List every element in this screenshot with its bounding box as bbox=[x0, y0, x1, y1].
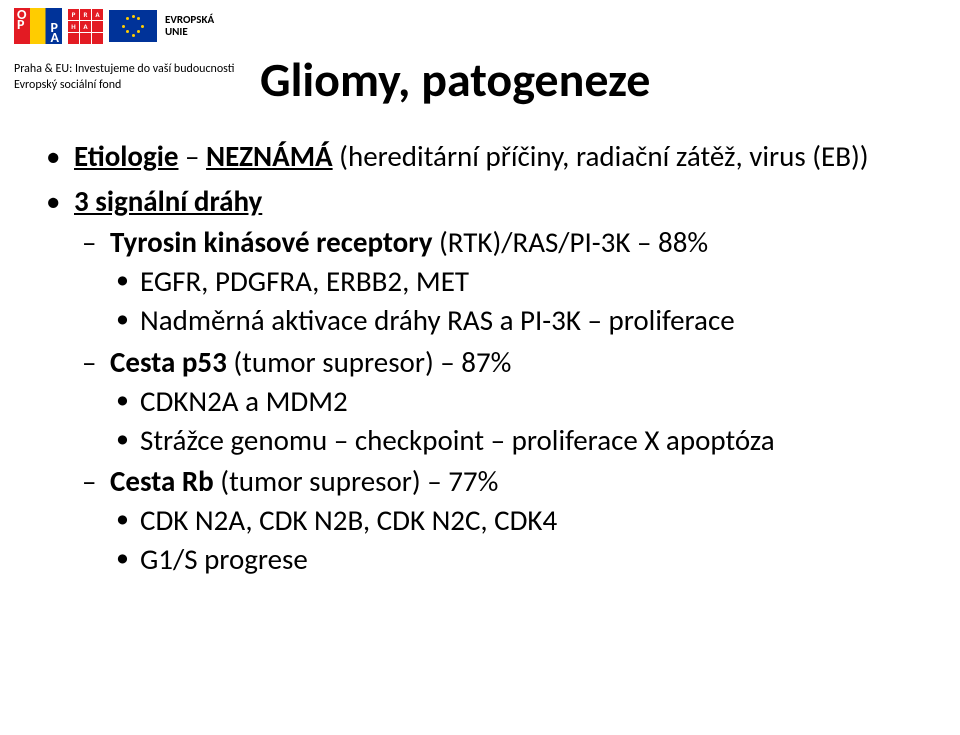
header-subtitle: Praha & EU: Investujeme do vaší budoucno… bbox=[14, 62, 234, 93]
logo-bar: OP PA PRA HA EVROPSKÁ UNIE bbox=[14, 8, 214, 44]
sub-sub-list: CDK N2A, CDK N2B, CDK N2C, CDK4 G1/S pro… bbox=[110, 502, 920, 578]
label: Tyrosin kinásové receptory bbox=[110, 224, 432, 260]
label: Cesta p53 bbox=[110, 344, 227, 380]
bullet-etiologie: Etiologie – NEZNÁMÁ (hereditární příčiny… bbox=[40, 138, 920, 175]
text: (hereditární příčiny, radiační zátěž, vi… bbox=[333, 138, 869, 174]
bullet-signalni-drahy: 3 signální dráhy Tyrosin kinásové recept… bbox=[40, 183, 920, 578]
label: Etiologie bbox=[74, 138, 178, 174]
logo-eu-flag bbox=[109, 10, 157, 42]
label: Cesta Rb bbox=[110, 463, 214, 499]
sub-list: Tyrosin kinásové receptory (RTK)/RAS/PI-… bbox=[74, 224, 920, 578]
subtitle-line: Praha & EU: Investujeme do vaší budoucno… bbox=[14, 62, 234, 78]
logo-row: HA bbox=[68, 21, 103, 32]
slide-title: Gliomy, patogeneze bbox=[260, 50, 650, 109]
sub-sub-list: EGFR, PDGFRA, ERBB2, MET Nadměrná aktiva… bbox=[110, 263, 920, 339]
eu-label-line: UNIE bbox=[165, 26, 214, 38]
logo-text: OP bbox=[17, 10, 26, 30]
bullet-item: Strážce genomu – checkpoint – proliferac… bbox=[110, 422, 920, 459]
bullet-rb: Cesta Rb (tumor supresor) – 77% CDK N2A,… bbox=[74, 463, 920, 578]
logo-row bbox=[68, 33, 103, 44]
bullet-item: CDK N2A, CDK N2B, CDK N2C, CDK4 bbox=[110, 502, 920, 539]
bullet-item: Nadměrná aktivace dráhy RAS a PI-3K – pr… bbox=[110, 302, 920, 339]
logo-text: PA bbox=[51, 23, 59, 43]
text: (tumor supresor) – 87% bbox=[227, 344, 512, 380]
content-body: Etiologie – NEZNÁMÁ (hereditární příčiny… bbox=[40, 138, 920, 586]
text: (tumor supresor) – 77% bbox=[214, 463, 499, 499]
logo-row: PRA bbox=[68, 9, 103, 20]
separator: – bbox=[178, 138, 206, 174]
bullet-list: Etiologie – NEZNÁMÁ (hereditární příčiny… bbox=[40, 138, 920, 578]
bullet-item: EGFR, PDGFRA, ERBB2, MET bbox=[110, 263, 920, 300]
bullet-p53: Cesta p53 (tumor supresor) – 87% CDKN2A … bbox=[74, 344, 920, 459]
text: (RTK)/RAS/PI-3K – 88% bbox=[432, 224, 708, 260]
bullet-item: CDKN2A a MDM2 bbox=[110, 383, 920, 420]
eu-stars bbox=[122, 15, 144, 37]
label: 3 signální dráhy bbox=[74, 183, 262, 219]
logo-oppa: OP PA bbox=[14, 8, 62, 44]
eu-label: EVROPSKÁ UNIE bbox=[165, 14, 214, 38]
subtitle-line: Evropský sociální fond bbox=[14, 78, 234, 94]
logo-praha: PRA HA bbox=[68, 9, 103, 44]
bullet-item: G1/S progrese bbox=[110, 541, 920, 578]
slide: OP PA PRA HA EVROPSKÁ UNIE Prah bbox=[0, 0, 960, 735]
label: NEZNÁMÁ bbox=[206, 138, 333, 174]
bullet-rtk: Tyrosin kinásové receptory (RTK)/RAS/PI-… bbox=[74, 224, 920, 339]
sub-sub-list: CDKN2A a MDM2 Strážce genomu – checkpoin… bbox=[110, 383, 920, 459]
